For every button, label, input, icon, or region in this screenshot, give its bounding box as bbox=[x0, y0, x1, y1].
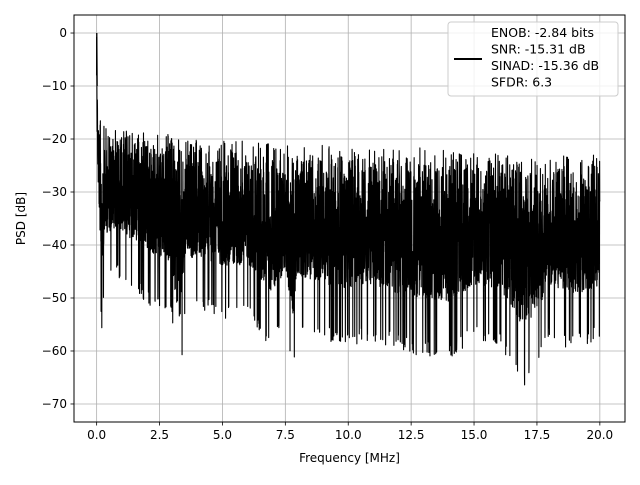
y-tick-label: 0 bbox=[59, 26, 67, 40]
legend-label-line: SINAD: -15.36 dB bbox=[491, 58, 599, 73]
legend-label-line: ENOB: -2.84 bits bbox=[491, 25, 594, 40]
x-tick-label: 10.0 bbox=[335, 428, 362, 442]
y-tick-label: −20 bbox=[42, 132, 67, 146]
x-tick-label: 5.0 bbox=[213, 428, 232, 442]
y-tick-label: −30 bbox=[42, 185, 67, 199]
ticks: 0.0 2.5 5.0 7.5 10.0 12.5 15.0 17.5 20.0 0 −10 −20 −… bbox=[42, 26, 614, 442]
psd-peak-line bbox=[95, 33, 98, 87]
legend-label-line: SNR: -15.31 dB bbox=[491, 42, 586, 57]
plot-frame bbox=[73, 14, 626, 423]
y-tick-label: −40 bbox=[42, 238, 67, 252]
legend-label: ENOB: -2.84 bits SNR: -15.31 dB SINAD: -15… bbox=[491, 25, 599, 90]
x-axis-label: Frequency [MHz] bbox=[299, 451, 400, 465]
x-tick-label: 7.5 bbox=[276, 428, 295, 442]
x-tick-label: 12.5 bbox=[398, 428, 425, 442]
x-tick-label: 15.0 bbox=[461, 428, 488, 442]
legend-box bbox=[447, 21, 619, 97]
x-tick-label: 20.0 bbox=[586, 428, 613, 442]
x-tick-label: 17.5 bbox=[524, 428, 551, 442]
legend: ENOB: -2.84 bits SNR: -15.31 dB SINAD: -15… bbox=[447, 21, 619, 97]
y-tick-label: −10 bbox=[42, 79, 67, 93]
y-tick-label: −70 bbox=[42, 397, 67, 411]
y-tick-label: −60 bbox=[42, 344, 67, 358]
legend-label-line: SFDR: 6.3 bbox=[491, 75, 552, 90]
x-tick-label: 2.5 bbox=[150, 428, 169, 442]
psd-series-line bbox=[96, 36, 601, 386]
series-layer bbox=[95, 33, 601, 386]
y-tick-label: −50 bbox=[42, 291, 67, 305]
y-axis-label: PSD [dB] bbox=[14, 192, 28, 245]
x-tick-label: 0.0 bbox=[87, 428, 106, 442]
